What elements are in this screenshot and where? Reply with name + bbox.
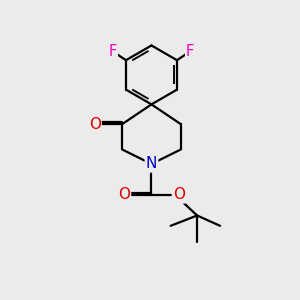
Text: O: O [118, 188, 130, 202]
Text: O: O [173, 188, 185, 202]
Text: N: N [146, 157, 157, 172]
Text: F: F [109, 44, 117, 59]
Text: F: F [186, 44, 194, 59]
Text: O: O [88, 117, 101, 132]
